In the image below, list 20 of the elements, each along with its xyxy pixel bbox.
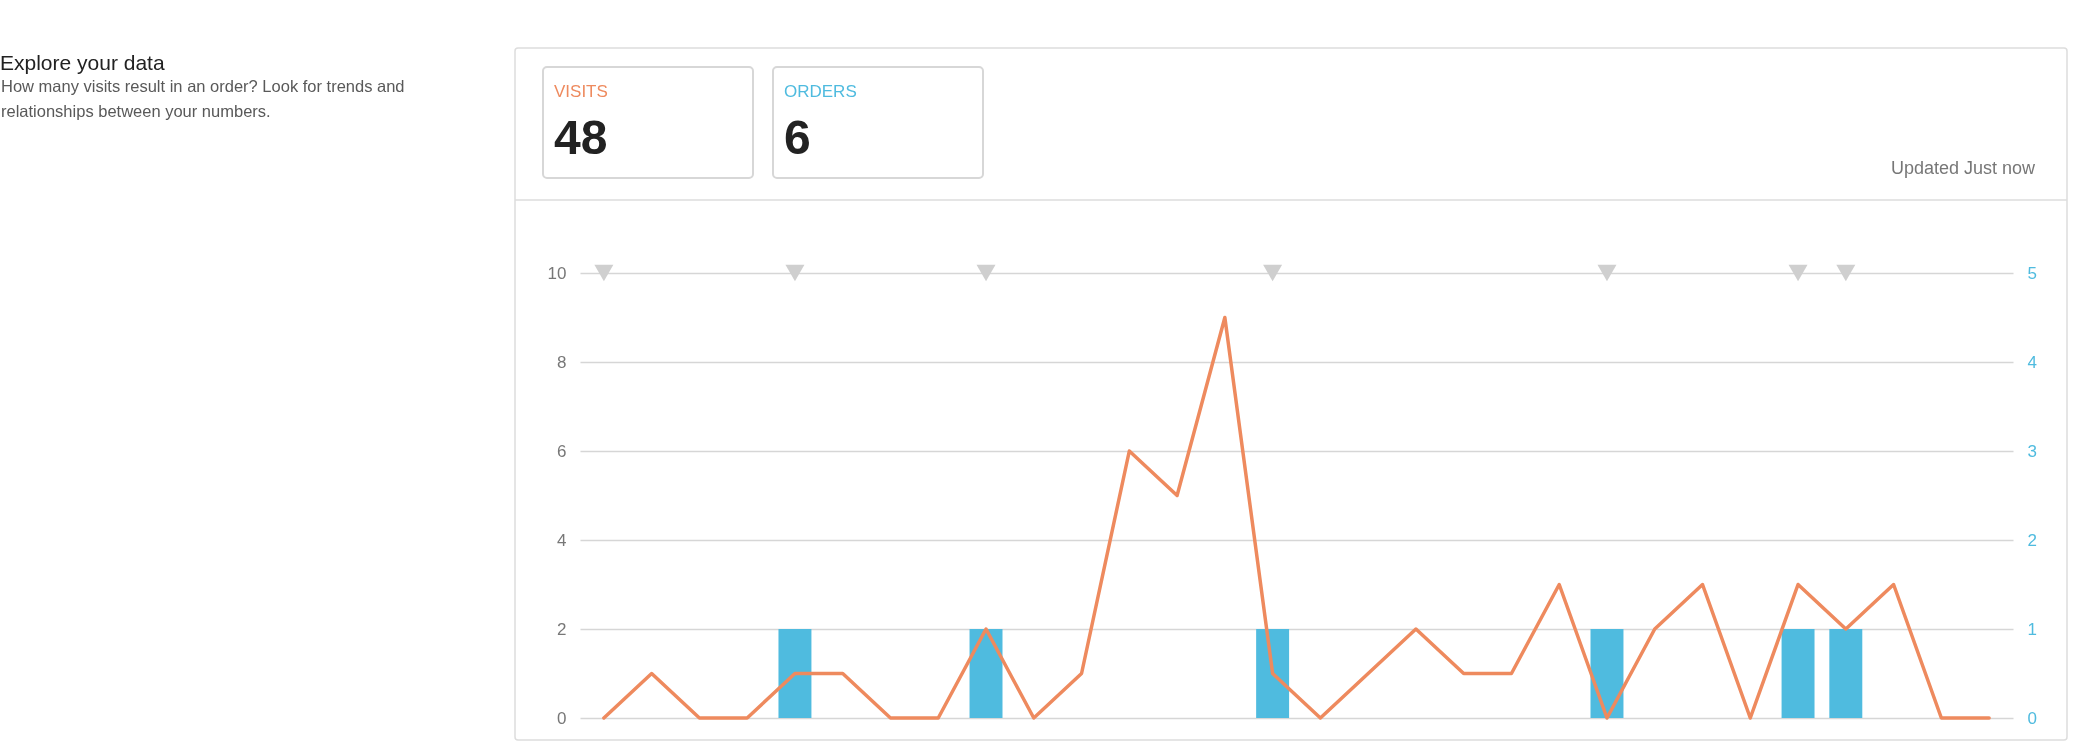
y-tick-label: 4 bbox=[557, 530, 567, 550]
text: Explore your data bbox=[0, 51, 165, 74]
text: ORDERS bbox=[784, 82, 857, 101]
y2-tick-label: 4 bbox=[2027, 352, 2037, 372]
text: VISITS bbox=[554, 82, 608, 101]
y-tick-label: 2 bbox=[557, 619, 567, 639]
y2-tick-label: 1 bbox=[2027, 619, 2037, 639]
y-tick-label: 6 bbox=[557, 441, 567, 461]
line-series bbox=[602, 315, 1991, 720]
y2-tick-label: 0 bbox=[2027, 708, 2037, 728]
y-tick-label: 0 bbox=[557, 708, 567, 728]
y2-tick-label: 3 bbox=[2027, 441, 2037, 461]
y-tick-label: 8 bbox=[557, 352, 567, 372]
text: 6 bbox=[784, 111, 811, 164]
text: 48 bbox=[554, 111, 608, 164]
y2-tick-label: 5 bbox=[2027, 263, 2037, 283]
y2-tick-label: 2 bbox=[2027, 530, 2037, 550]
y-tick-label: 10 bbox=[547, 263, 567, 283]
text: Updated Just now bbox=[1890, 158, 2036, 178]
text: How many visits result in an order? Look for trends and relationships between your numbers. bbox=[1, 77, 405, 120]
